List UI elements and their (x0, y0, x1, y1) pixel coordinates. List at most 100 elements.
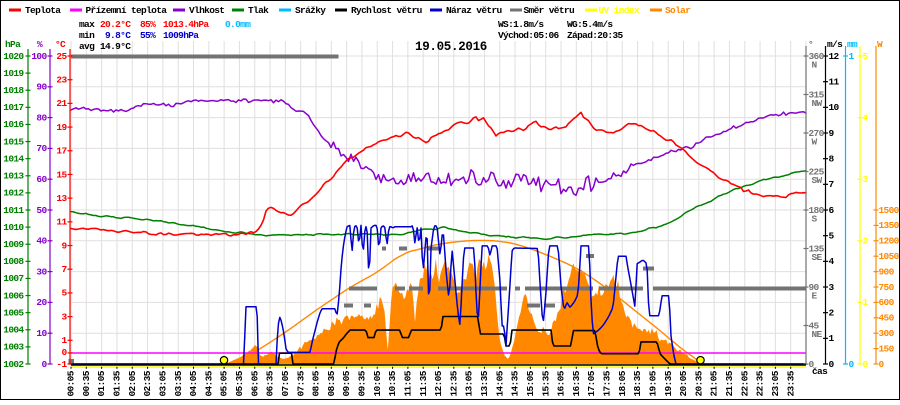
svg-text:19:05: 19:05 (647, 370, 658, 396)
svg-text:Východ:05:06: Východ:05:06 (498, 30, 560, 41)
svg-text:1018: 1018 (3, 85, 24, 96)
svg-text:15:35: 15:35 (540, 370, 551, 396)
svg-text:Přízemní teplota: Přízemní teplota (86, 5, 168, 16)
svg-text:čas: čas (812, 366, 828, 377)
svg-text:22:05: 22:05 (739, 370, 750, 396)
svg-text:Rychlost větru: Rychlost větru (351, 5, 423, 16)
svg-text:14.9°C: 14.9°C (100, 41, 131, 52)
svg-text:20:35: 20:35 (693, 370, 704, 396)
svg-text:09:35: 09:35 (357, 370, 368, 396)
svg-text:600: 600 (879, 297, 895, 308)
svg-text:06:35: 06:35 (265, 370, 276, 396)
svg-text:08:05: 08:05 (311, 370, 322, 396)
svg-text:S: S (812, 213, 818, 224)
svg-text:05:05: 05:05 (219, 370, 230, 396)
svg-text:23: 23 (56, 74, 67, 85)
svg-text:900: 900 (879, 266, 895, 277)
svg-text:4: 4 (863, 112, 869, 123)
svg-text:°C: °C (55, 39, 66, 50)
svg-text:1: 1 (849, 51, 855, 62)
svg-text:0: 0 (41, 359, 47, 370)
svg-text:1019: 1019 (3, 68, 24, 79)
svg-text:13: 13 (56, 193, 67, 204)
svg-text:NW: NW (812, 98, 823, 109)
svg-text:0: 0 (849, 359, 855, 370)
svg-text:15: 15 (56, 169, 67, 180)
svg-text:01:05: 01:05 (96, 370, 107, 396)
svg-text:90: 90 (36, 82, 47, 93)
svg-text:2: 2 (829, 307, 835, 318)
svg-text:Západ:20:35: Západ:20:35 (567, 30, 624, 41)
svg-text:1005: 1005 (3, 307, 24, 318)
svg-text:19.05.2016: 19.05.2016 (415, 40, 487, 54)
svg-text:9: 9 (61, 240, 67, 251)
svg-text:20:05: 20:05 (678, 370, 689, 396)
svg-text:mm: mm (847, 39, 858, 50)
svg-text:NE: NE (812, 329, 823, 340)
svg-text:0.0mm: 0.0mm (225, 19, 251, 30)
svg-text:Teplota: Teplota (25, 5, 61, 16)
svg-text:17: 17 (56, 146, 67, 157)
svg-text:20: 20 (36, 297, 47, 308)
svg-text:1009hPa: 1009hPa (163, 30, 199, 41)
svg-text:1200: 1200 (879, 236, 900, 247)
svg-text:°: ° (808, 39, 813, 50)
svg-text:1050: 1050 (879, 251, 900, 262)
svg-text:10: 10 (36, 328, 47, 339)
svg-text:9: 9 (829, 128, 835, 139)
svg-text:21:35: 21:35 (724, 370, 735, 396)
svg-text:06:05: 06:05 (249, 370, 260, 396)
svg-text:0: 0 (809, 359, 815, 370)
svg-text:17:05: 17:05 (586, 370, 597, 396)
svg-text:1006: 1006 (3, 290, 24, 301)
svg-text:Náraz větru: Náraz větru (446, 5, 503, 16)
svg-text:25: 25 (56, 51, 67, 62)
svg-text:5: 5 (829, 230, 835, 241)
svg-text:90: 90 (809, 282, 820, 293)
svg-text:300: 300 (879, 328, 895, 339)
svg-text:1004: 1004 (3, 325, 24, 336)
svg-text:03:05: 03:05 (157, 370, 168, 396)
svg-text:5: 5 (61, 288, 67, 299)
svg-text:1008: 1008 (3, 256, 24, 267)
svg-text:Srážky: Srážky (295, 5, 326, 16)
svg-text:05:35: 05:35 (234, 370, 245, 396)
svg-text:1009: 1009 (3, 239, 24, 250)
svg-text:60: 60 (36, 174, 47, 185)
svg-text:10: 10 (829, 102, 840, 113)
svg-text:19:35: 19:35 (663, 370, 674, 396)
svg-text:W: W (877, 39, 883, 50)
svg-text:max: max (79, 19, 95, 30)
svg-text:19: 19 (56, 122, 67, 133)
svg-text:3: 3 (829, 282, 835, 293)
svg-text:1016: 1016 (3, 119, 24, 130)
svg-text:9.8°C: 9.8°C (105, 30, 131, 41)
svg-text:11:35: 11:35 (418, 370, 429, 396)
svg-text:30: 30 (36, 266, 47, 277)
svg-text:1003: 1003 (3, 342, 24, 353)
svg-text:12:35: 12:35 (448, 370, 459, 396)
svg-text:1017: 1017 (3, 102, 24, 113)
svg-text:3: 3 (61, 311, 67, 322)
svg-text:7: 7 (61, 264, 67, 275)
svg-text:03:35: 03:35 (173, 370, 184, 396)
svg-text:02:35: 02:35 (142, 370, 153, 396)
svg-text:04:05: 04:05 (188, 370, 199, 396)
svg-text:04:35: 04:35 (203, 370, 214, 396)
svg-text:23:35: 23:35 (785, 370, 796, 396)
svg-text:45: 45 (809, 320, 820, 331)
svg-text:-1: -1 (56, 359, 67, 370)
svg-text:10:35: 10:35 (387, 370, 398, 396)
svg-text:55%: 55% (140, 30, 156, 41)
svg-text:50: 50 (36, 205, 47, 216)
svg-text:02:05: 02:05 (127, 370, 138, 396)
svg-text:225: 225 (809, 166, 825, 177)
svg-text:18:05: 18:05 (617, 370, 628, 396)
svg-text:E: E (812, 290, 818, 301)
svg-text:4: 4 (829, 256, 835, 267)
svg-text:1002: 1002 (3, 359, 24, 370)
svg-text:450: 450 (879, 313, 895, 324)
svg-text:0: 0 (879, 359, 885, 370)
svg-text:315: 315 (809, 89, 825, 100)
svg-text:1: 1 (829, 333, 835, 344)
